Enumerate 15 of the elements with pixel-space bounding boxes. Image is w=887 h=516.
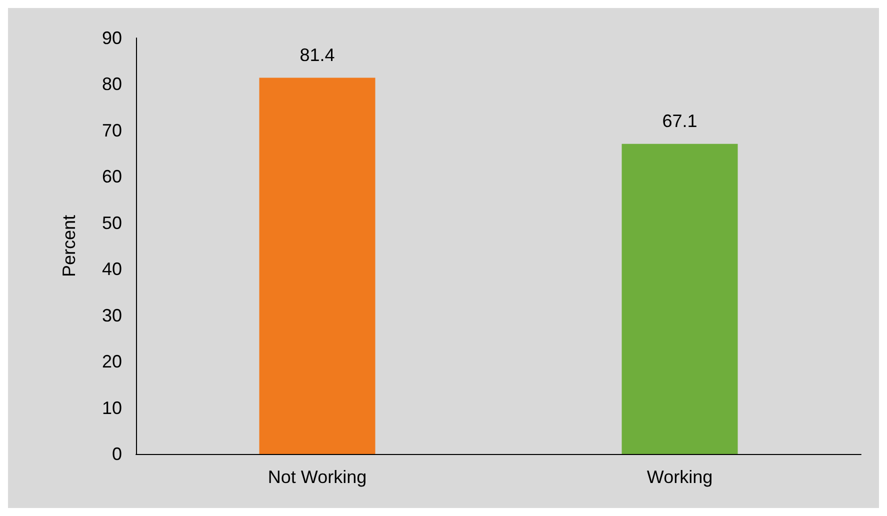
- y-tick-label: 20: [102, 352, 122, 372]
- y-tick-label: 60: [102, 166, 122, 187]
- y-tick-label: 40: [102, 259, 122, 280]
- x-tick-label: Working: [646, 467, 713, 487]
- y-axis-title: Percent: [59, 214, 79, 278]
- y-tick-label: 90: [102, 28, 122, 48]
- data-label: 81.4: [300, 44, 335, 65]
- y-tick-label: 80: [102, 74, 122, 94]
- data-label: 67.1: [662, 110, 698, 131]
- y-tick-label: 30: [102, 305, 122, 326]
- y-tick-label: 50: [102, 212, 122, 233]
- y-tick-label: 70: [102, 120, 122, 140]
- y-tick-label: 0: [112, 444, 122, 464]
- x-tick-label: Not Working: [268, 467, 367, 487]
- y-tick-label: 10: [102, 398, 122, 418]
